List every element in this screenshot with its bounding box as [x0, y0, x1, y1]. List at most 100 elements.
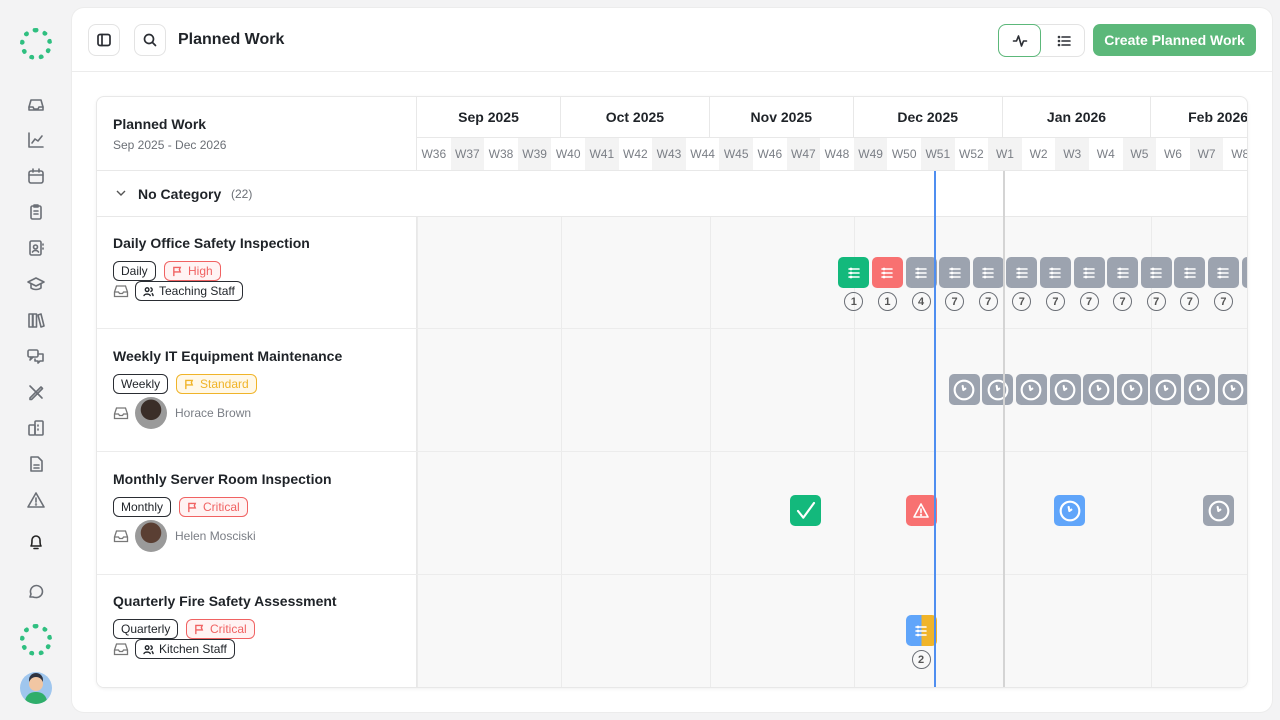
sidebar-item-chat-bubbles[interactable]: [24, 344, 48, 368]
work-instance-scheduled[interactable]: [1217, 374, 1247, 405]
timeline-view-button[interactable]: [998, 24, 1041, 57]
list-icon: [1049, 267, 1062, 278]
sidebar-item-bell[interactable]: [24, 530, 48, 554]
sidebar-item-building[interactable]: [24, 416, 48, 440]
category-row-no-category[interactable]: No Category (22): [97, 171, 1247, 217]
activity-icon: [1012, 34, 1027, 47]
work-instance-scheduled[interactable]: [1015, 374, 1047, 405]
work-instance-scheduled[interactable]: [982, 374, 1014, 405]
work-instance-scheduled[interactable]: [1073, 257, 1105, 288]
row-details[interactable]: Daily Office Safety Inspection Daily High T…: [97, 217, 417, 328]
work-instance-upcoming[interactable]: [1054, 495, 1086, 526]
list-icon: [982, 267, 994, 278]
frequency-label: Daily: [121, 264, 148, 278]
week-header: W40: [551, 138, 585, 171]
work-instance-scheduled[interactable]: [1107, 257, 1139, 288]
work-instance-scheduled[interactable]: [1183, 374, 1215, 405]
warning-icon: [913, 502, 929, 518]
search-icon: [143, 33, 157, 47]
flag-icon: [173, 266, 182, 276]
assignee-name: Helen Mosciski: [175, 529, 256, 543]
clock-icon: [1188, 379, 1210, 400]
sidebar-item-calendar[interactable]: [24, 164, 48, 188]
contacts-icon: [29, 240, 44, 256]
week-header: W42: [618, 138, 653, 171]
work-instance-scheduled[interactable]: [1241, 257, 1247, 288]
work-instance-overdue[interactable]: [871, 257, 903, 288]
month-gridline: [853, 452, 855, 574]
work-instance-scheduled[interactable]: [1039, 257, 1071, 288]
work-title[interactable]: Daily Office Safety Inspection: [113, 235, 310, 251]
priority-label: Standard: [200, 377, 249, 391]
user-avatar[interactable]: [20, 672, 52, 704]
workspace-logo[interactable]: [20, 624, 52, 656]
sidebar-item-books[interactable]: [24, 308, 48, 332]
work-title[interactable]: Monthly Server Room Inspection: [113, 471, 332, 487]
work-instance-scheduled[interactable]: [1174, 257, 1206, 288]
frequency-label: Quarterly: [121, 622, 171, 636]
work-instance-overdue[interactable]: [905, 495, 937, 526]
chevron-down-icon[interactable]: [115, 187, 127, 199]
search-button[interactable]: [134, 24, 166, 56]
instance-count: 7: [1146, 292, 1166, 311]
work-title[interactable]: Weekly IT Equipment Maintenance: [113, 348, 343, 364]
clock-icon: [953, 379, 975, 400]
work-instance-split[interactable]: [905, 615, 937, 646]
work-instance-scheduled[interactable]: [1150, 374, 1182, 405]
work-title[interactable]: Quarterly Fire Safety Assessment: [113, 593, 337, 609]
list-view-button[interactable]: [1042, 24, 1085, 57]
list-icon: [915, 267, 927, 278]
row-details[interactable]: Monthly Server Room Inspection Monthly Cri…: [97, 452, 417, 574]
work-instance-scheduled[interactable]: [972, 257, 1004, 288]
work-instance-scheduled[interactable]: [939, 257, 971, 288]
row-details[interactable]: Weekly IT Equipment Maintenance Weekly Sta…: [97, 329, 417, 451]
planned-work-row[interactable]: Weekly IT Equipment Maintenance Weekly Sta…: [97, 329, 1247, 452]
sidebar-item-clipboard[interactable]: [24, 200, 48, 224]
work-instance-scheduled[interactable]: [1083, 374, 1115, 405]
instance-count: 7: [1012, 292, 1032, 311]
priority-label: Critical: [210, 622, 247, 636]
priority-badge: High: [164, 261, 221, 281]
document-icon: [30, 456, 43, 472]
create-planned-work-button[interactable]: Create Planned Work: [1093, 24, 1256, 56]
planned-work-row[interactable]: Quarterly Fire Safety Assessment Quarterl…: [97, 575, 1247, 687]
week-header: W41: [585, 138, 619, 171]
work-instance-scheduled[interactable]: [948, 374, 980, 405]
week-header: W4: [1089, 138, 1123, 171]
sidebar-item-message[interactable]: [24, 580, 48, 604]
planned-work-row[interactable]: Monthly Server Room Inspection Monthly Cri…: [97, 452, 1247, 575]
sidebar-item-warning[interactable]: [24, 488, 48, 512]
calendar-icon: [28, 168, 44, 184]
sidebar-item-pencil-ruler[interactable]: [24, 380, 48, 404]
work-instance-scheduled[interactable]: [1049, 374, 1081, 405]
work-instance-scheduled[interactable]: [1140, 257, 1172, 288]
row-details[interactable]: Quarterly Fire Safety Assessment Quarterl…: [97, 575, 417, 687]
work-instance-scheduled[interactable]: [1006, 257, 1038, 288]
toggle-sidebar-button[interactable]: [88, 24, 120, 56]
week-header: W2: [1021, 138, 1056, 171]
sidebar-item-chart-line[interactable]: [24, 128, 48, 152]
sidebar-item-inbox[interactable]: [24, 92, 48, 116]
work-instance-scheduled[interactable]: [1203, 495, 1235, 526]
work-instance-scheduled[interactable]: [1116, 374, 1148, 405]
sidebar-item-document[interactable]: [24, 452, 48, 476]
list-icon: [948, 267, 961, 278]
planned-work-row[interactable]: Daily Office Safety Inspection Daily High T…: [97, 217, 1247, 329]
work-instance-completed[interactable]: [838, 257, 870, 288]
year-boundary-line: [1002, 171, 1005, 687]
month-gridline: [709, 575, 711, 687]
clock-icon: [1121, 379, 1143, 400]
sidebar-item-contacts[interactable]: [24, 236, 48, 260]
team-icon: [143, 644, 154, 654]
top-bar: Planned Work Create Planned Work: [72, 8, 1272, 72]
work-instance-scheduled[interactable]: [1207, 257, 1239, 288]
work-instance-scheduled[interactable]: [905, 257, 937, 288]
month-header: Sep 2025: [417, 97, 561, 138]
week-header: W1: [988, 138, 1022, 171]
work-instance-completed[interactable]: [790, 495, 822, 526]
sidebar-item-graduation-cap[interactable]: [24, 272, 48, 296]
app-logo[interactable]: [20, 28, 52, 60]
clock-icon: [1020, 379, 1042, 400]
month-gridline: [709, 217, 711, 328]
month-gridline: [561, 452, 562, 574]
